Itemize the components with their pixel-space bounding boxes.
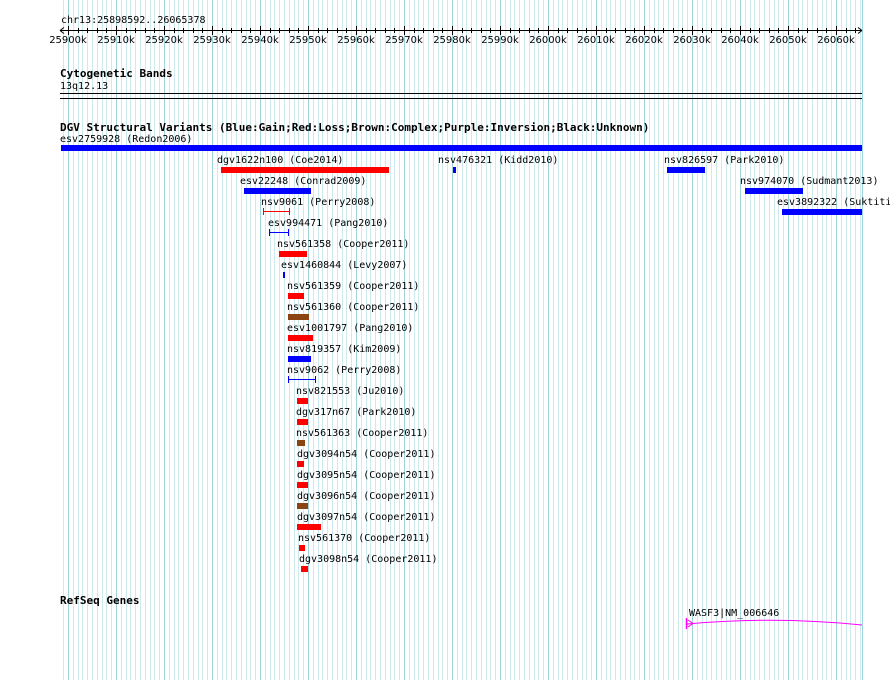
gene-track (685, 618, 863, 629)
variant-label[interactable]: dgv3094n54 (Cooper2011) (297, 449, 436, 460)
variant-label[interactable]: nsv821553 (Ju2010) (296, 386, 405, 397)
variant-label[interactable]: nsv476321 (Kidd2010) (438, 155, 559, 166)
ruler-tick-label: 26040k (721, 35, 759, 46)
ruler-tick-label: 25910k (97, 35, 135, 46)
ruler-tick-label: 25980k (433, 35, 471, 46)
gene-body-wasf3[interactable] (686, 619, 863, 626)
variant-label[interactable]: dgv3097n54 (Cooper2011) (297, 512, 436, 523)
variant-bar-gain[interactable] (244, 188, 311, 194)
cytogenetic-band-line-bottom (60, 98, 862, 99)
variant-range-loss[interactable] (263, 208, 291, 216)
variant-bar-loss[interactable] (297, 482, 308, 488)
variant-label[interactable]: esv3892322 (Suktiti (777, 197, 890, 208)
ruler-tick-label: 25960k (337, 35, 375, 46)
ruler-tick-label: 25930k (193, 35, 231, 46)
ruler-tick-label: 25940k (241, 35, 279, 46)
variant-label[interactable]: esv994471 (Pang2010) (268, 218, 389, 229)
variant-label[interactable]: esv22248 (Conrad2009) (240, 176, 367, 187)
refseq-track-title: RefSeq Genes (60, 594, 140, 607)
variant-bar-complex[interactable] (297, 503, 308, 509)
ruler-tick-label: 26020k (625, 35, 663, 46)
variant-bar-loss[interactable] (297, 419, 308, 425)
variant-label[interactable]: nsv561358 (Cooper2011) (277, 239, 410, 250)
variant-bar-loss[interactable] (297, 524, 321, 530)
variant-label[interactable]: nsv9062 (Perry2008) (287, 365, 402, 376)
variant-range-gain[interactable] (288, 376, 317, 384)
ruler-tick-label: 26050k (769, 35, 807, 46)
variant-bar-gain[interactable] (667, 167, 705, 173)
variant-label[interactable]: nsv561370 (Cooper2011) (298, 533, 431, 544)
variant-bar-loss[interactable] (288, 335, 313, 341)
ruler-axis (59, 26, 863, 35)
variant-bar-gain[interactable] (453, 167, 456, 173)
variant-label[interactable]: dgv3096n54 (Cooper2011) (297, 491, 436, 502)
variant-bar-loss[interactable] (288, 293, 304, 299)
gene-label-wasf3[interactable]: WASF3|NM_006646 (689, 608, 780, 619)
variant-bar-complex[interactable] (297, 440, 305, 446)
variant-label[interactable]: nsv561363 (Cooper2011) (296, 428, 429, 439)
variant-label[interactable]: nsv561360 (Cooper2011) (287, 302, 420, 313)
ruler-tick-label: 25970k (385, 35, 423, 46)
variant-label[interactable]: nsv561359 (Cooper2011) (287, 281, 420, 292)
cytogenetic-track-title: Cytogenetic Bands (60, 67, 173, 80)
variant-bar-gain[interactable] (745, 188, 803, 194)
variant-range-gain[interactable] (269, 229, 290, 237)
variant-bar-loss[interactable] (301, 566, 308, 572)
ruler-tick-label: 26010k (577, 35, 615, 46)
ruler-tick-label: 26000k (529, 35, 567, 46)
variant-label[interactable]: dgv3095n54 (Cooper2011) (297, 470, 436, 481)
variant-bar-complex[interactable] (288, 314, 309, 320)
variant-label[interactable]: nsv974070 (Sudmant2013) (740, 176, 879, 187)
dgv-track-title: DGV Structural Variants (Blue:Gain;Red:L… (60, 121, 650, 134)
variant-bar-gain[interactable] (61, 145, 862, 151)
ruler-tick-label: 26030k (673, 35, 711, 46)
variant-label[interactable]: dgv317n67 (Park2010) (296, 407, 417, 418)
variant-label[interactable]: esv1460844 (Levy2007) (281, 260, 408, 271)
ruler-tick-label: 25920k (145, 35, 183, 46)
variant-bar-loss[interactable] (279, 251, 307, 257)
cytogenetic-band-label: 13q12.13 (60, 81, 109, 92)
ruler-tick-label: 25990k (481, 35, 519, 46)
variant-bar-gain[interactable] (283, 272, 285, 278)
ruler-tick-label: 25950k (289, 35, 327, 46)
variant-bar-loss[interactable] (221, 167, 389, 173)
variant-label[interactable]: nsv9061 (Perry2008) (261, 197, 376, 208)
variant-label[interactable]: dgv1622n100 (Coe2014) (217, 155, 344, 166)
variant-label[interactable]: nsv826597 (Park2010) (664, 155, 785, 166)
variant-label[interactable]: esv2759928 (Redon2006) (60, 134, 193, 145)
variant-bar-loss[interactable] (299, 545, 305, 551)
ruler-tick-label: 25900k (49, 35, 87, 46)
region-label: chr13:25898592..26065378 (61, 15, 206, 26)
variant-bar-gain[interactable] (782, 209, 862, 215)
variant-bar-loss[interactable] (297, 461, 304, 467)
ruler-tick-label: 26060k (817, 35, 855, 46)
variant-label[interactable]: dgv3098n54 (Cooper2011) (299, 554, 438, 565)
variant-label[interactable]: nsv819357 (Kim2009) (287, 344, 402, 355)
variant-bar-gain[interactable] (288, 356, 311, 362)
variant-label[interactable]: esv1001797 (Pang2010) (287, 323, 414, 334)
variant-bar-loss[interactable] (297, 398, 308, 404)
cytogenetic-band-line-top (60, 93, 862, 94)
